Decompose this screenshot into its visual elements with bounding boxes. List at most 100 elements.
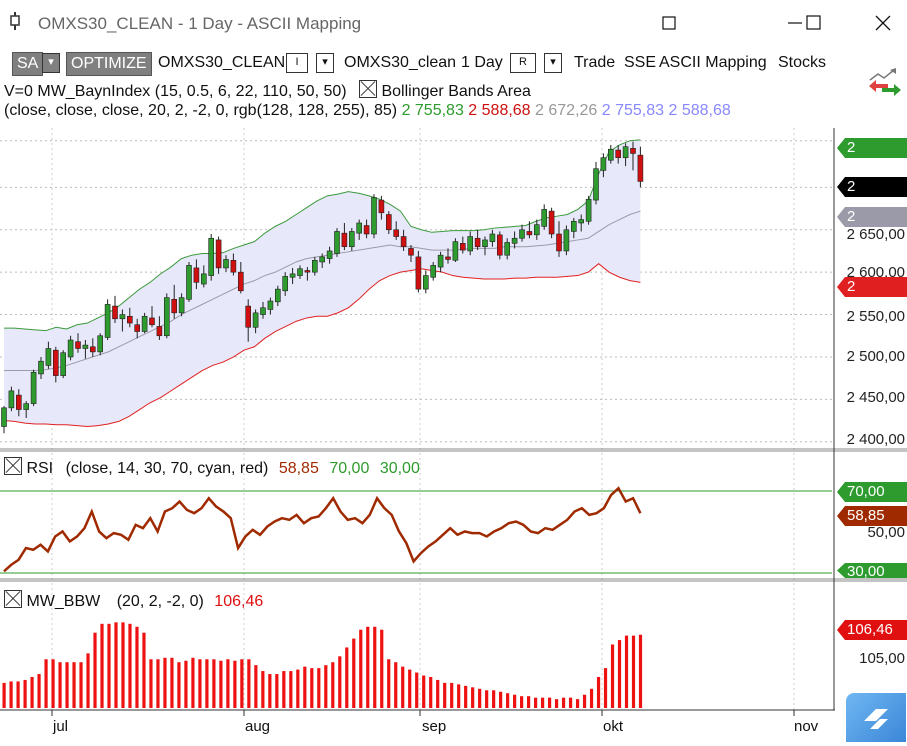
- window-title: OMXS30_CLEAN - 1 Day - ASCII Mapping: [38, 14, 362, 33]
- candle-body: [112, 305, 118, 320]
- menu-stocks[interactable]: Stocks: [778, 54, 827, 71]
- menu-sse[interactable]: SSE: [624, 54, 657, 71]
- bbw-bar: [436, 679, 440, 708]
- bbw-bar: [23, 679, 27, 708]
- bbw-bar: [65, 662, 69, 708]
- rsi-lo-tag: 30,00: [837, 563, 907, 578]
- candle-body: [215, 239, 222, 269]
- bbw-bar: [373, 626, 377, 708]
- bollinger-lower-line: [3, 263, 641, 427]
- r-dropdown[interactable]: R: [510, 52, 536, 74]
- trade-arrows-icon[interactable]: [868, 66, 902, 98]
- x-label-okt: okt: [603, 718, 624, 735]
- bbw-bar: [506, 693, 510, 708]
- candle-body: [178, 297, 185, 314]
- bbw-bar: [624, 635, 629, 708]
- bbw-bar: [554, 699, 559, 708]
- r-dropdown-value: R: [510, 52, 536, 73]
- close-bb-icon[interactable]: [359, 80, 378, 98]
- candlestick-series: [1, 141, 644, 434]
- candle-body: [260, 307, 266, 315]
- candle-body: [348, 231, 355, 248]
- candle-body: [341, 232, 348, 248]
- bbw-bar: [247, 659, 251, 708]
- candle-body: [526, 231, 533, 236]
- candle-body: [570, 220, 577, 232]
- symbol-dropdown[interactable]: ▾: [316, 52, 334, 74]
- rsi-line: [3, 486, 642, 573]
- close-bbw-icon[interactable]: [4, 590, 22, 608]
- candle-body: [430, 265, 437, 278]
- candle-body: [38, 360, 44, 375]
- bbw-bar: [142, 632, 146, 708]
- bbw-bar: [114, 622, 118, 708]
- menu-trade[interactable]: Trade: [574, 54, 616, 71]
- candle-body: [297, 268, 303, 276]
- candle-body: [90, 346, 96, 353]
- bbw-bar: [282, 671, 286, 708]
- rsi-params: (close, 14, 30, 70, cyan, red): [65, 460, 269, 477]
- bbw-bar: [457, 684, 461, 708]
- indicator-row-2: V=0 MW_BaynIndex (15, 0.5, 6, 22, 110, 5…: [4, 80, 531, 101]
- bbw-bar: [205, 659, 209, 708]
- bbw-bar: [540, 697, 545, 708]
- candle-body: [556, 233, 562, 252]
- popout-icon[interactable]: [654, 10, 684, 36]
- i-dropdown-value: I: [286, 52, 308, 73]
- i-dropdown[interactable]: I: [286, 52, 308, 74]
- candle-body: [482, 239, 488, 248]
- candle-body: [489, 233, 496, 242]
- app-icon: [10, 12, 20, 30]
- bollinger-band-area: [4, 139, 641, 427]
- menu-ascii-mapping[interactable]: ASCII Mapping: [659, 54, 767, 71]
- rsi-y-tick: 50,00: [867, 524, 905, 541]
- candle-body: [230, 259, 237, 273]
- candle-body: [371, 197, 377, 235]
- candle-body: [504, 242, 511, 256]
- bbw-bar: [37, 674, 41, 708]
- candle-body: [186, 265, 192, 300]
- period-dropdown[interactable]: ▾: [544, 52, 562, 74]
- optimize-button[interactable]: OPTIMIZE: [66, 52, 152, 76]
- bbw-bar: [9, 681, 13, 708]
- rsi-label: RSI: [26, 460, 54, 477]
- bbw-bar: [58, 662, 62, 708]
- last-price-tag: 2 707,50: [837, 177, 907, 197]
- candle-body: [585, 198, 592, 222]
- bbw-bar: [394, 662, 398, 708]
- candle-body: [23, 403, 30, 410]
- bbw-bar: [303, 666, 307, 708]
- bbw-bar: [86, 653, 90, 708]
- bbw-bar: [289, 671, 293, 708]
- candle-body: [60, 352, 67, 376]
- bb-upper-val: 2 755,83: [401, 102, 464, 119]
- candle-body: [519, 229, 525, 239]
- bbw-bar: [499, 691, 503, 708]
- x-label-nov: nov: [794, 718, 819, 735]
- candle-body: [630, 148, 636, 154]
- rsi-value-tag: 58,85: [837, 506, 907, 526]
- bbw-bar: [219, 660, 223, 708]
- bbw-bar: [478, 688, 482, 708]
- bbw-bar: [16, 681, 20, 708]
- rsi-lo-value: 30,00: [379, 460, 420, 477]
- sa-dropdown[interactable]: ▾: [42, 52, 60, 74]
- y-tick: 2 650,00: [846, 226, 905, 243]
- close-rsi-icon[interactable]: [4, 457, 22, 475]
- candle-body: [541, 209, 548, 227]
- bbw-bar: [226, 659, 230, 708]
- bbw-bar: [582, 694, 587, 708]
- bbw-bar: [44, 659, 48, 708]
- candle-body: [75, 341, 81, 349]
- candle-body: [134, 324, 140, 332]
- baynindex-label: V=0 MW_BaynIndex (15, 0.5, 6, 22, 110, 5…: [4, 83, 347, 100]
- bbw-bar: [163, 657, 167, 708]
- minimize-icon[interactable]: [780, 10, 810, 36]
- bbw-bar: [51, 659, 55, 708]
- candle-body: [637, 154, 644, 182]
- bbw-bar: [177, 662, 181, 708]
- close-icon[interactable]: [868, 10, 898, 36]
- maximize-icon[interactable]: [798, 10, 828, 36]
- bbw-bar: [233, 660, 237, 708]
